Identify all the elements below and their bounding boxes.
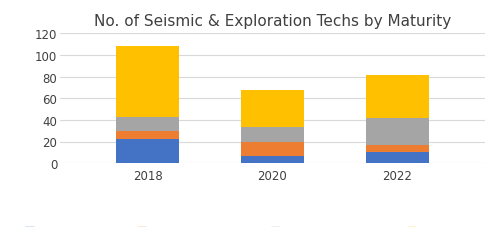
Bar [366, 76, 429, 118]
Bar [116, 140, 179, 163]
Bar [241, 128, 304, 142]
Bar [116, 47, 179, 117]
Bar [241, 142, 304, 156]
Bar [366, 145, 429, 153]
Bar [116, 117, 179, 131]
Bar [241, 90, 304, 128]
Bar [366, 118, 429, 145]
Title: No. of Seismic & Exploration Techs by Maturity: No. of Seismic & Exploration Techs by Ma… [94, 14, 451, 29]
Bar [116, 131, 179, 140]
Bar [241, 156, 304, 163]
Bar [366, 153, 429, 163]
